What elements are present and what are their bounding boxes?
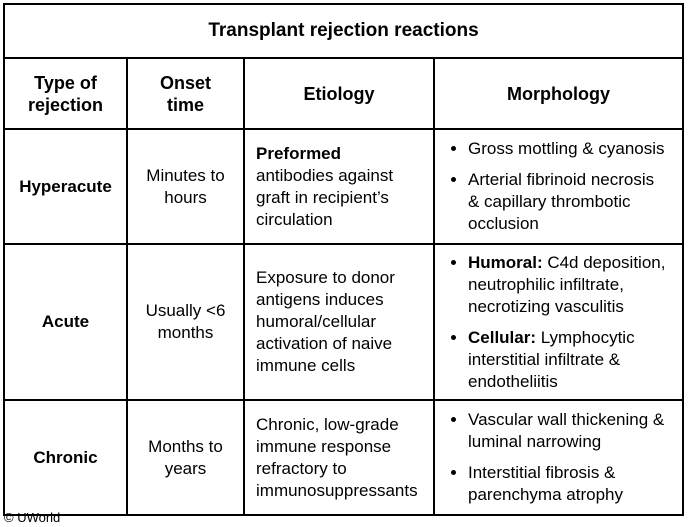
morphology-item-text: Interstitial fibrosis & parenchyma atrop… bbox=[468, 463, 623, 504]
etiology-text: Exposure to donor antigens induces humor… bbox=[256, 268, 395, 375]
morphology-cell: Vascular wall thickening & luminal narro… bbox=[433, 399, 684, 516]
morphology-item-bold-lead: Humoral: bbox=[468, 252, 543, 272]
morphology-cell: Humoral:C4d deposition, neutrophilic inf… bbox=[433, 243, 684, 401]
morphology-item: Arterial fibrinoid necrosis & capillary … bbox=[468, 169, 669, 235]
etiology-text: Chronic, low-grade immune response refra… bbox=[256, 414, 418, 500]
table-row-chronic: Chronic Months to years Chronic, low-gra… bbox=[3, 399, 684, 516]
table-row-hyperacute: Hyperacute Minutes to hours Preformed ant… bbox=[3, 128, 684, 245]
title-row: Transplant rejection reactions bbox=[3, 3, 684, 59]
onset-time-cell: Minutes to hours bbox=[126, 128, 245, 245]
onset-time-cell: Months to years bbox=[126, 399, 245, 516]
header-row: Type of rejection Onset time Etiology Mo… bbox=[3, 57, 684, 130]
table-row-acute: Acute Usually <6 months Exposure to dono… bbox=[3, 243, 684, 401]
etiology-cell: Exposure to donor antigens induces humor… bbox=[243, 243, 435, 401]
morphology-item-text: Gross mottling & cyanosis bbox=[468, 139, 665, 158]
morphology-item: Gross mottling & cyanosis bbox=[468, 138, 669, 160]
morphology-item-text: Lymphocytic interstitial infiltrate & en… bbox=[468, 327, 635, 391]
column-header-morphology: Morphology bbox=[433, 57, 684, 130]
etiology-text: antibodies against graft in recipient’s … bbox=[256, 165, 394, 229]
morphology-item-text: Vascular wall thickening & luminal narro… bbox=[468, 410, 665, 451]
etiology-bold-lead: Preformed bbox=[256, 143, 342, 163]
column-header-etiology: Etiology bbox=[243, 57, 435, 130]
rejection-type-cell: Acute bbox=[3, 243, 128, 401]
onset-time-cell: Usually <6 months bbox=[126, 243, 245, 401]
etiology-cell: Preformed antibodies against graft in rec… bbox=[243, 128, 435, 245]
morphology-item-text: Arterial fibrinoid necrosis & capillary … bbox=[468, 170, 655, 233]
morphology-list: Vascular wall thickening & luminal narro… bbox=[449, 409, 669, 506]
morphology-item: Cellular:Lymphocytic interstitial infilt… bbox=[468, 327, 669, 393]
transplant-rejection-table: Transplant rejection reactions Type of r… bbox=[3, 3, 684, 516]
morphology-item: Vascular wall thickening & luminal narro… bbox=[468, 409, 669, 453]
morphology-item-text: C4d deposition, neutrophilic infiltrate,… bbox=[468, 252, 666, 316]
copyright-watermark: © UWorld bbox=[4, 510, 61, 525]
column-header-type-of-rejection: Type of rejection bbox=[3, 57, 128, 130]
column-header-onset-time: Onset time bbox=[126, 57, 245, 130]
morphology-item: Humoral:C4d deposition, neutrophilic inf… bbox=[468, 252, 669, 318]
morphology-list: Humoral:C4d deposition, neutrophilic inf… bbox=[449, 252, 669, 393]
rejection-type-cell: Hyperacute bbox=[3, 128, 128, 245]
morphology-cell: Gross mottling & cyanosis Arterial fibri… bbox=[433, 128, 684, 245]
rejection-type-cell: Chronic bbox=[3, 399, 128, 516]
morphology-list: Gross mottling & cyanosis Arterial fibri… bbox=[449, 138, 669, 235]
etiology-cell: Chronic, low-grade immune response refra… bbox=[243, 399, 435, 516]
table-title: Transplant rejection reactions bbox=[3, 3, 684, 59]
morphology-item: Interstitial fibrosis & parenchyma atrop… bbox=[468, 462, 669, 506]
morphology-item-bold-lead: Cellular: bbox=[468, 327, 537, 347]
